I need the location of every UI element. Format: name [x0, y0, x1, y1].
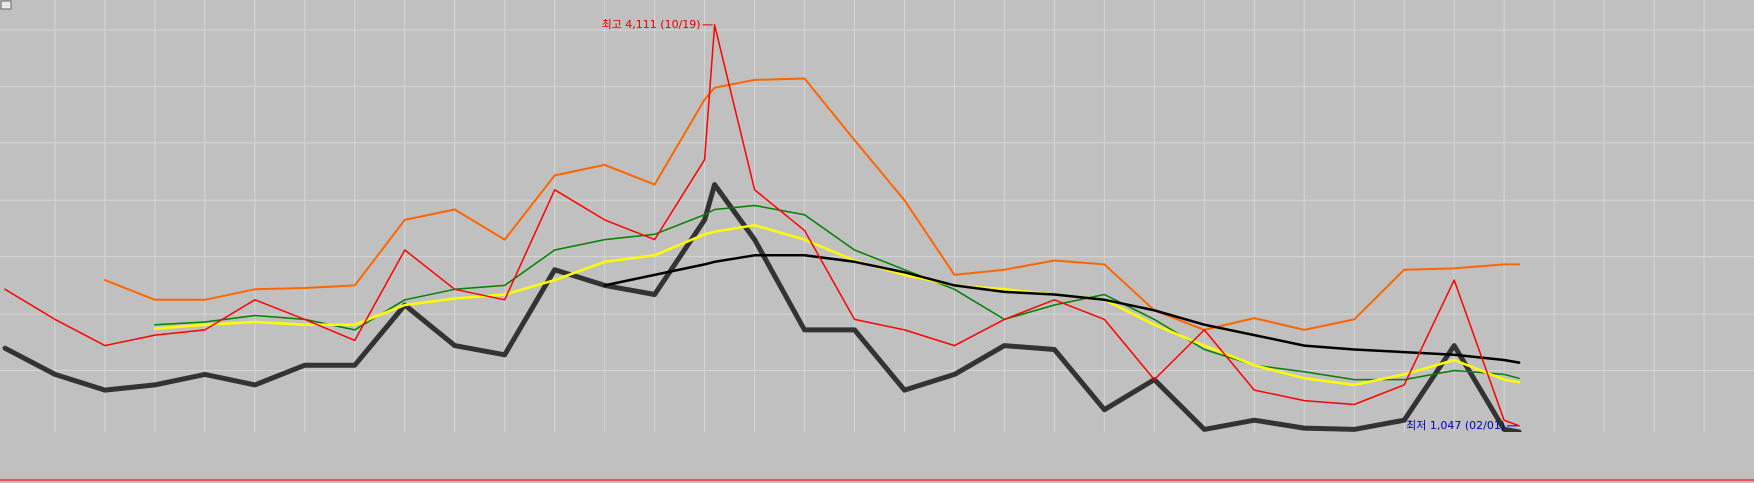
annotations: 최고 4,111 (10/19) 최저 1,047 (02/01) — [602, 18, 1518, 432]
annotation: 최저 1,047 (02/01) — [1406, 419, 1505, 432]
series-line — [103, 77, 1521, 331]
series-line — [2, 182, 1522, 432]
annotation: 최고 4,111 (10/19) — [602, 18, 701, 31]
series-line — [603, 254, 1521, 364]
series-group — [2, 24, 1522, 432]
menu-icon[interactable] — [0, 0, 12, 10]
series-line — [153, 223, 1521, 387]
series-line — [4, 24, 1520, 427]
series-line — [154, 204, 1520, 381]
